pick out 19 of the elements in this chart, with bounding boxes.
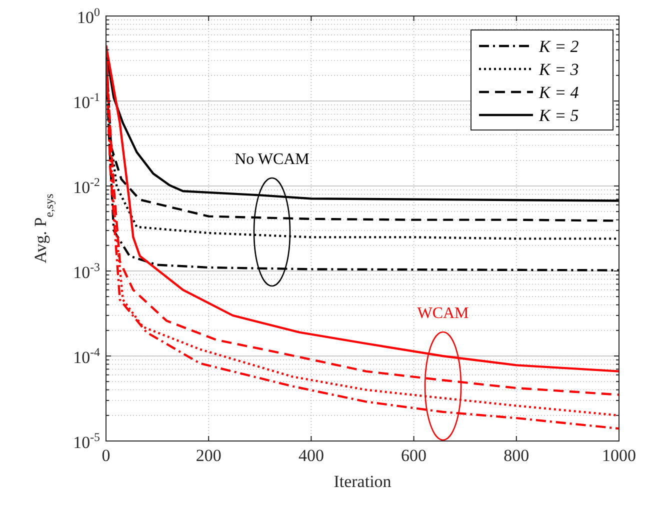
legend-label: K = 2 [538, 37, 580, 56]
y-tick-label: 10$^{-5}$ [73, 430, 100, 452]
x-axis-title: Iteration [334, 472, 392, 491]
x-tick-label: 200 [196, 446, 222, 465]
y-tick-label: 10$^{0}$ [77, 5, 100, 27]
x-tick-label: 1000 [602, 446, 636, 465]
y-tick-label: 10$^{-3}$ [73, 260, 100, 282]
y-tick-label: 10$^{-2}$ [73, 175, 100, 197]
annotation: WCAM [417, 305, 469, 322]
y-tick-label: 10$^{-1}$ [73, 90, 100, 112]
x-tick-label: 0 [102, 446, 110, 465]
x-tick-label: 600 [401, 446, 427, 465]
legend-label: K = 5 [538, 106, 579, 125]
y-tick-label: 10$^{-4}$ [73, 345, 100, 367]
legend-label: K = 4 [538, 83, 580, 102]
x-tick-label: 400 [298, 446, 324, 465]
annotation: No WCAM [234, 151, 310, 168]
legend-label: K = 3 [538, 60, 579, 79]
x-tick-label: 800 [504, 446, 530, 465]
